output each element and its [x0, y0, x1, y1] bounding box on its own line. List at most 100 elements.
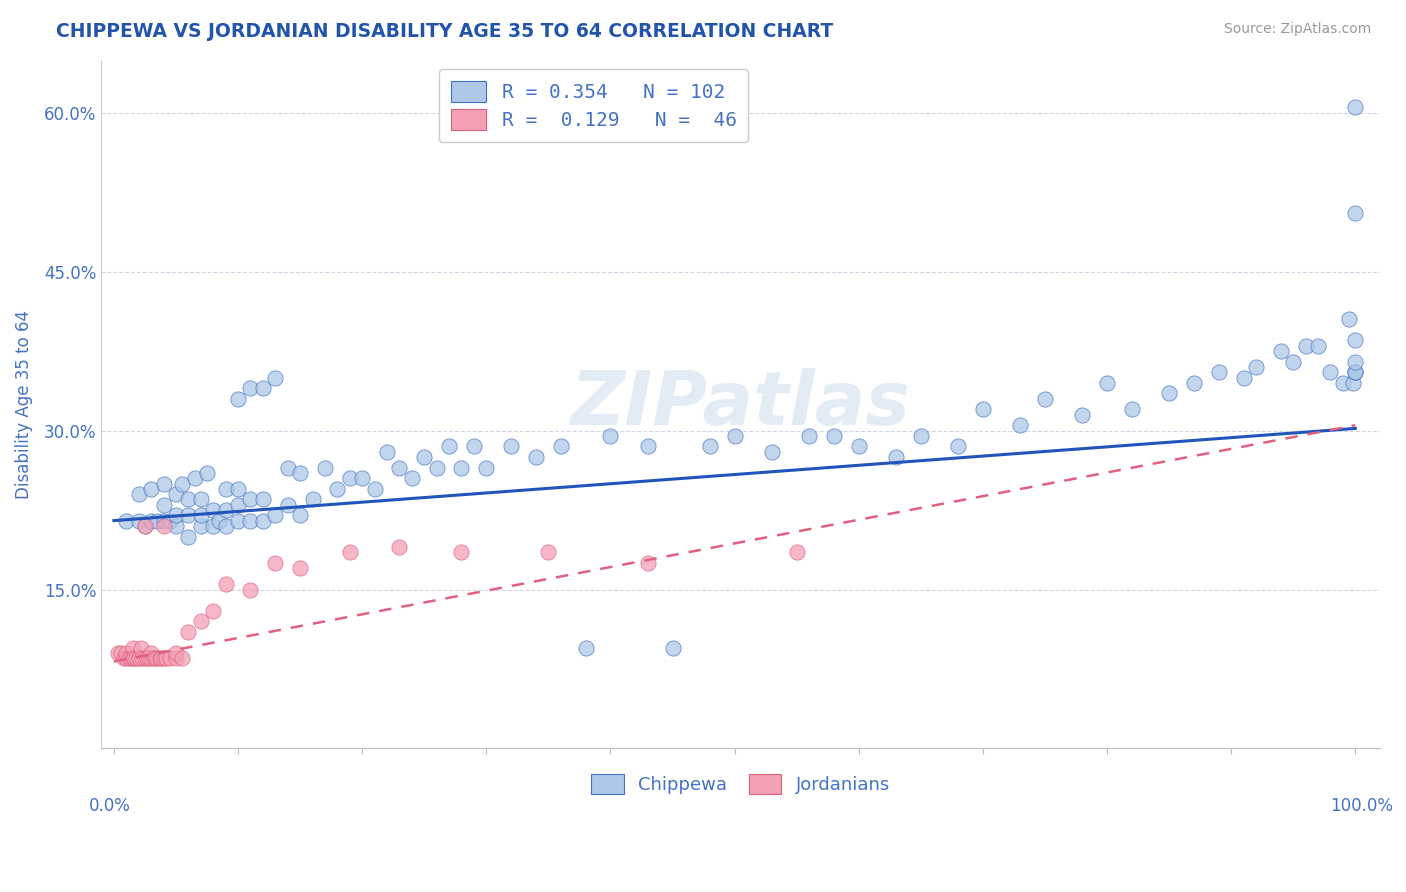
Point [264, 508, 287, 523]
Point [121, 640, 143, 655]
Point [143, 651, 166, 665]
Point [125, 651, 148, 665]
Point [277, 460, 299, 475]
Text: 0.0%: 0.0% [89, 797, 131, 814]
Point [1232, 370, 1254, 384]
Point [699, 439, 721, 453]
Point [823, 429, 845, 443]
Point [122, 651, 145, 665]
Point [637, 439, 659, 453]
Point [1344, 334, 1367, 348]
Point [208, 514, 231, 528]
Point [1319, 365, 1341, 379]
Point [152, 651, 174, 665]
Point [537, 545, 560, 559]
Point [288, 466, 311, 480]
Point [388, 540, 411, 554]
Point [190, 508, 212, 523]
Point [1270, 344, 1292, 359]
Point [1344, 365, 1367, 379]
Point [128, 651, 150, 665]
Point [214, 519, 236, 533]
Point [239, 492, 262, 507]
Point [134, 519, 156, 533]
Point [786, 545, 808, 559]
Point [214, 577, 236, 591]
Point [463, 439, 485, 453]
Point [146, 514, 169, 528]
Point [165, 651, 187, 665]
Text: ZIPatlas: ZIPatlas [571, 368, 911, 441]
Point [1331, 376, 1354, 390]
Point [1033, 392, 1056, 406]
Point [190, 615, 212, 629]
Point [288, 561, 311, 575]
Point [177, 624, 200, 639]
Point [121, 651, 143, 665]
Point [172, 476, 194, 491]
Point [1121, 402, 1143, 417]
Point [1344, 365, 1367, 379]
Point [214, 482, 236, 496]
Point [314, 460, 336, 475]
Point [152, 476, 174, 491]
Point [202, 604, 225, 618]
Point [326, 482, 349, 496]
Point [112, 651, 135, 665]
Point [152, 498, 174, 512]
Point [149, 651, 172, 665]
Point [661, 640, 683, 655]
Point [339, 545, 361, 559]
Point [139, 482, 162, 496]
Point [195, 466, 218, 480]
Point [239, 514, 262, 528]
Point [388, 460, 411, 475]
Point [1157, 386, 1180, 401]
Point [599, 429, 621, 443]
Point [375, 444, 398, 458]
Point [138, 651, 160, 665]
Point [129, 640, 152, 655]
Point [177, 529, 200, 543]
Point [165, 519, 187, 533]
Text: 100.0%: 100.0% [1330, 797, 1393, 814]
Point [363, 482, 385, 496]
Point [1339, 312, 1361, 326]
Point [226, 514, 249, 528]
Point [501, 439, 523, 453]
Point [797, 429, 820, 443]
Point [1344, 354, 1367, 368]
Point [150, 651, 173, 665]
Point [139, 646, 162, 660]
Point [1095, 376, 1118, 390]
Point [524, 450, 547, 464]
Point [226, 482, 249, 496]
Point [110, 646, 132, 660]
Point [761, 444, 783, 458]
Point [202, 503, 225, 517]
Point [120, 651, 142, 665]
Point [252, 492, 274, 507]
Point [128, 514, 150, 528]
Point [139, 514, 162, 528]
Point [134, 519, 156, 533]
Point [1208, 365, 1230, 379]
Text: CHIPPEWA VS JORDANIAN DISABILITY AGE 35 TO 64 CORRELATION CHART: CHIPPEWA VS JORDANIAN DISABILITY AGE 35 … [56, 22, 834, 41]
Point [1344, 206, 1367, 220]
Point [136, 651, 159, 665]
Point [352, 471, 374, 485]
Point [165, 487, 187, 501]
Point [115, 514, 138, 528]
Point [177, 492, 200, 507]
Point [1282, 354, 1305, 368]
Point [165, 508, 187, 523]
Point [226, 392, 249, 406]
Point [437, 439, 460, 453]
Point [239, 582, 262, 597]
Point [288, 508, 311, 523]
Point [637, 556, 659, 570]
Point [450, 545, 472, 559]
Point [107, 646, 129, 660]
Point [1295, 339, 1317, 353]
Point [134, 651, 156, 665]
